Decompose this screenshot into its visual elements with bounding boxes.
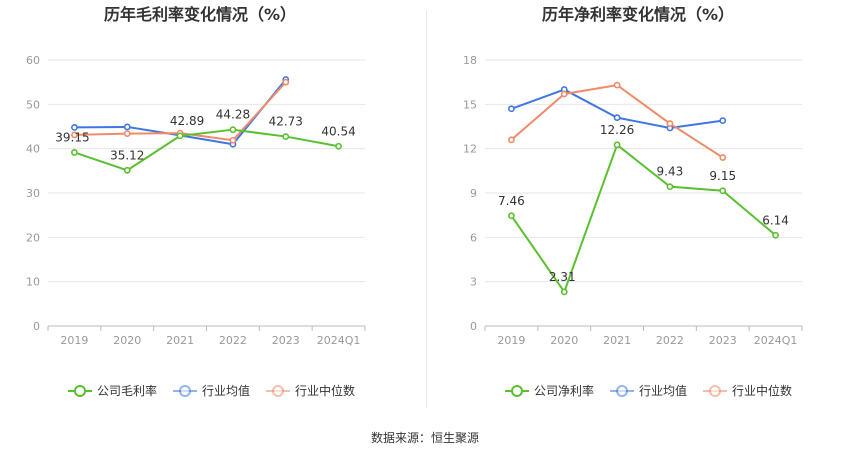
legend-label: 公司毛利率 [97, 383, 157, 398]
series-line-company [74, 128, 339, 172]
y-tick-label: 30 [26, 187, 40, 200]
y-tick-label: 50 [26, 98, 40, 111]
data-point-company [772, 231, 779, 239]
chart-panel-1: 历年毛利率变化情况（%） 0 10 20 30 40 50 60 2019 2020 2021 202… [26, 5, 366, 398]
data-point-median [666, 120, 674, 127]
data-point-median [71, 131, 78, 139]
data-point-avg [71, 123, 78, 131]
x-tick-label: 2022 [219, 334, 247, 347]
data-label: 12.26 [600, 123, 634, 137]
data-point-company [719, 187, 727, 195]
y-tick-label: 3 [470, 276, 477, 289]
legend-label: 公司净利率 [534, 383, 594, 398]
chart-panel-2: 历年净利率变化情况（%） 0 3 6 9 12 15 18 2019 2020 2021 2022 20… [463, 5, 803, 398]
panel-divider [426, 10, 427, 408]
legend-swatch-marker [272, 385, 284, 397]
y-tick-label: 18 [463, 54, 477, 67]
data-point-median [613, 81, 621, 89]
data-point-median [560, 90, 568, 98]
legend-label: 行业中位数 [732, 383, 792, 398]
legend-swatch-marker [74, 385, 86, 397]
chart-title: 历年毛利率变化情况（%） [104, 5, 296, 24]
x-tick-label: 2021 [166, 334, 194, 347]
data-point-median [719, 154, 727, 161]
y-tick-label: 0 [470, 320, 477, 333]
legend-item-median[interactable]: 行业中位数 [703, 383, 792, 398]
x-tick-label: 2019 [60, 334, 88, 347]
data-label: 40.54 [321, 124, 355, 138]
y-tick-label: 6 [470, 231, 477, 244]
y-tick-label: 0 [33, 320, 40, 333]
x-tick-label: 2022 [656, 334, 684, 347]
legend-label: 行业中位数 [295, 383, 355, 398]
data-point-avg [719, 117, 727, 124]
data-label: 2.31 [549, 270, 576, 284]
chart-title: 历年净利率变化情况（%） [542, 5, 734, 24]
series-line-company [510, 143, 777, 293]
legend-item-median[interactable]: 行业中位数 [266, 383, 355, 398]
data-point-avg [613, 114, 621, 122]
legend-item-company[interactable]: 公司毛利率 [68, 383, 157, 398]
legend-swatch-marker [179, 385, 191, 397]
y-tick-label: 12 [463, 143, 477, 156]
legend-item-company[interactable]: 公司净利率 [505, 383, 594, 398]
legend-swatch-marker [616, 385, 628, 397]
data-point-company [123, 166, 131, 174]
data-point-company [508, 212, 515, 220]
legend-item-avg[interactable]: 行业均值 [610, 383, 687, 398]
data-point-company [613, 141, 621, 149]
x-tick-label: 2019 [497, 334, 525, 347]
y-tick-label: 40 [26, 143, 40, 156]
legend-item-avg[interactable]: 行业均值 [173, 383, 250, 398]
data-point-median [123, 130, 131, 137]
x-tick-label: 2020 [113, 334, 141, 347]
x-tick-label: 2023 [709, 334, 737, 347]
data-point-company [335, 142, 342, 150]
data-label: 9.43 [657, 165, 684, 179]
data-point-company [71, 149, 78, 156]
x-tick-label: 2020 [550, 334, 578, 347]
y-tick-label: 10 [26, 276, 40, 289]
data-label: 42.89 [170, 114, 204, 128]
x-tick-label: 2024Q1 [317, 334, 361, 347]
data-label: 7.46 [498, 194, 525, 208]
x-tick-label: 2024Q1 [754, 334, 798, 347]
data-source-note: 数据来源：恒生聚源 [370, 431, 479, 445]
data-label: 9.15 [709, 169, 736, 183]
data-point-median [229, 136, 237, 144]
data-point-avg [508, 105, 515, 113]
y-tick-label: 60 [26, 54, 40, 67]
data-label: 6.14 [762, 213, 789, 227]
legend-swatch-marker [511, 385, 523, 397]
legend-swatch-marker [709, 385, 721, 397]
y-tick-label: 15 [463, 98, 477, 111]
y-tick-label: 20 [26, 231, 40, 244]
data-point-company [176, 132, 184, 140]
y-tick-label: 9 [470, 187, 477, 200]
data-label: 44.28 [216, 108, 250, 122]
data-point-median [282, 78, 290, 86]
legend-label: 行业均值 [202, 383, 250, 398]
data-point-company [560, 288, 568, 296]
legend-label: 行业均值 [639, 383, 687, 398]
data-point-company [666, 183, 674, 191]
data-point-median [508, 136, 515, 144]
data-label: 39.15 [55, 130, 89, 144]
data-point-avg [123, 123, 131, 131]
data-point-company [282, 133, 290, 140]
x-tick-label: 2023 [272, 334, 300, 347]
data-label: 35.12 [110, 148, 144, 162]
x-tick-label: 2021 [603, 334, 631, 347]
data-label: 42.73 [269, 115, 303, 129]
data-point-company [229, 126, 237, 134]
